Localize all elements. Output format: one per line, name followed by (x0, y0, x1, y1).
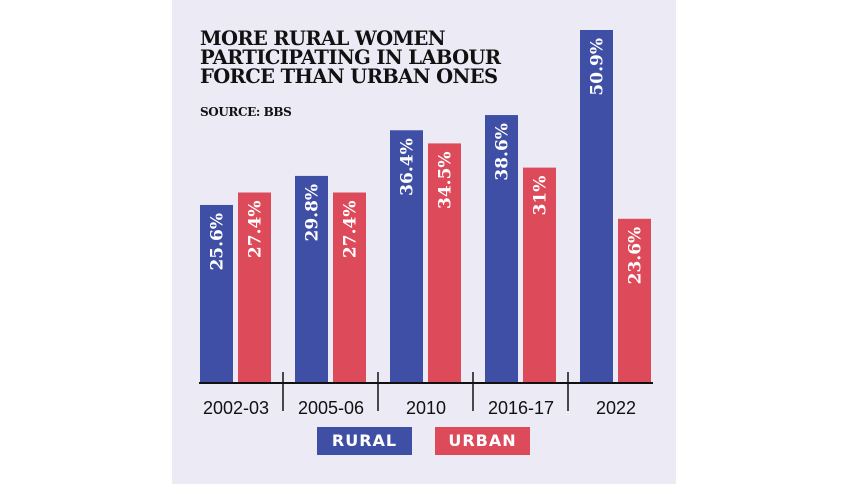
bar-rural-2005-06 (295, 175, 328, 382)
data-label: 27.4% (246, 201, 266, 259)
bar-urban-2022 (618, 218, 651, 382)
x-tick-label: 2022 (596, 398, 636, 418)
data-label: 34.5% (436, 151, 456, 209)
bar-urban-2005-06 (333, 192, 366, 382)
data-label: 36.4% (398, 138, 418, 196)
x-tick-label: 2010 (406, 398, 446, 418)
data-label: 50.9% (588, 38, 608, 96)
legend-urban: URBAN (435, 427, 530, 455)
data-label: 25.6% (208, 213, 228, 271)
chart-source: SOURCE: BBS (200, 105, 292, 119)
x-tick-label: 2016-17 (488, 398, 554, 418)
bar-urban-2002-03 (238, 192, 271, 382)
legend-rural: RURAL (317, 427, 412, 455)
x-tick-label: 2005-06 (298, 398, 364, 418)
bar-urban-2010 (428, 143, 461, 382)
data-label: 38.6% (493, 123, 513, 181)
bar-rural-2010 (390, 130, 423, 382)
bar-rural-2022 (580, 30, 613, 382)
bar-rural-2002-03 (200, 204, 233, 382)
data-label: 27.4% (341, 201, 361, 259)
chart-title: MORE RURAL WOMEN PARTICIPATING IN LABOUR… (200, 27, 501, 88)
bar-rural-2016-17 (485, 115, 518, 382)
data-label: 29.8% (303, 184, 323, 242)
x-tick-label: 2002-03 (203, 398, 269, 418)
bar-urban-2016-17 (523, 167, 556, 382)
data-label: 31% (531, 176, 551, 216)
data-label: 23.6% (626, 227, 646, 285)
